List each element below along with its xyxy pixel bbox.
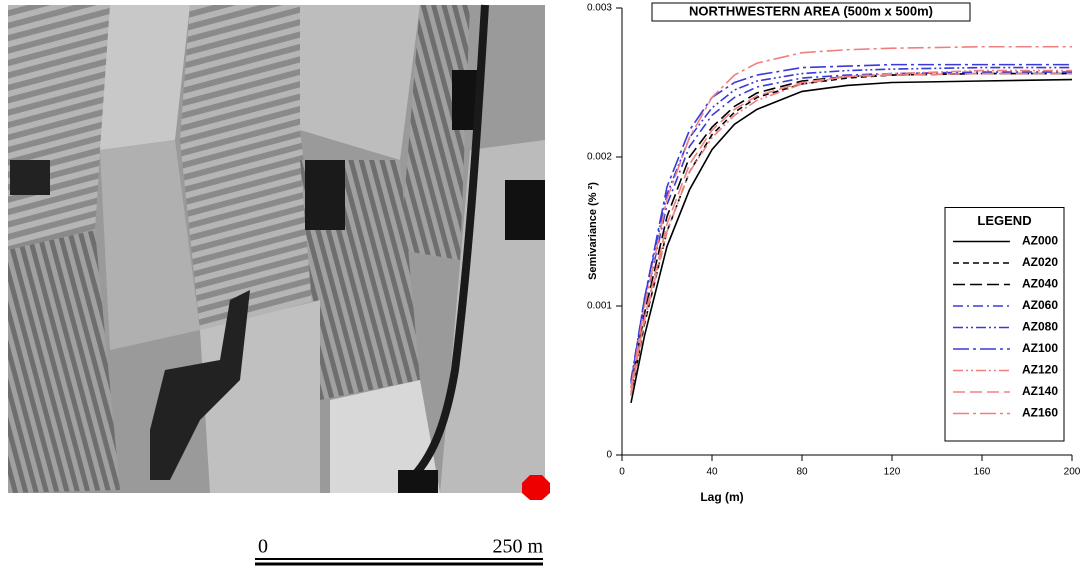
series-line xyxy=(630,72,1072,393)
y-tick-label: 0.003 xyxy=(587,3,612,14)
series-line xyxy=(630,45,1072,389)
legend-label: AZ060 xyxy=(1022,298,1058,312)
series-line xyxy=(630,63,1072,384)
y-tick-label: 0.002 xyxy=(587,152,612,163)
x-tick-label: 80 xyxy=(796,467,808,478)
x-tick-label: 40 xyxy=(706,467,718,478)
legend-box xyxy=(944,207,1065,442)
y-tick-label: 0.001 xyxy=(587,301,612,312)
x-tick-label: 160 xyxy=(974,467,991,478)
x-tick-label: 200 xyxy=(1064,467,1081,478)
legend-label: AZ120 xyxy=(1022,363,1058,377)
x-tick-label: 120 xyxy=(884,467,901,478)
scale-start: 0 xyxy=(258,536,268,558)
scale-bar: 0 250 m xyxy=(255,536,543,566)
title-box xyxy=(651,2,971,22)
series-line xyxy=(630,66,1072,381)
x-axis-label: Lag (m) xyxy=(700,490,743,504)
y-tick-label: 0 xyxy=(606,450,612,461)
scale-end: 250 m xyxy=(492,536,543,558)
x-tick-label: 0 xyxy=(619,467,625,478)
legend-label: AZ000 xyxy=(1022,234,1058,248)
legend: LEGEND AZ000 AZ020 AZ040 AZ060 AZ080 AZ100 AZ12… xyxy=(944,207,1065,442)
legend-label: AZ140 xyxy=(1022,384,1058,398)
legend-label: AZ160 xyxy=(1022,406,1058,420)
legend-label: AZ080 xyxy=(1022,320,1058,334)
legend-title: LEGEND xyxy=(977,213,1031,228)
legend-label: AZ100 xyxy=(1022,341,1058,355)
series-line xyxy=(630,78,1073,404)
legend-label: AZ020 xyxy=(1022,255,1058,269)
chart-title: NORTHWESTERN AREA (500m x 500m) xyxy=(689,3,933,18)
series-line xyxy=(630,69,1072,396)
y-axis-label: Semivariance (% ²) xyxy=(587,182,599,280)
legend-label: AZ040 xyxy=(1022,277,1058,291)
aerial-image xyxy=(8,4,550,500)
